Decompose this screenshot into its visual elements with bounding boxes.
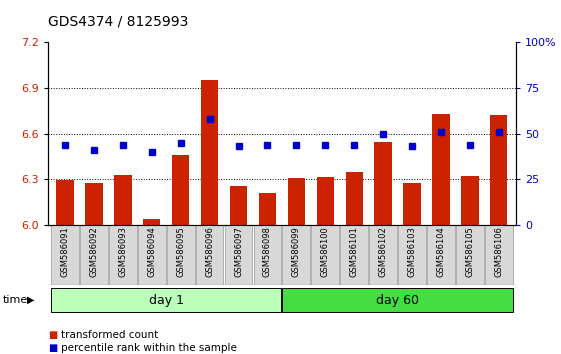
Bar: [346, 172, 363, 225]
Text: GSM586096: GSM586096: [205, 227, 214, 278]
Text: GSM586099: GSM586099: [292, 227, 301, 277]
Text: ■: ■: [48, 343, 57, 353]
Bar: [461, 176, 479, 225]
Bar: [143, 219, 160, 225]
Text: GSM586098: GSM586098: [263, 227, 272, 278]
FancyBboxPatch shape: [224, 225, 252, 285]
Bar: [114, 175, 131, 225]
Text: GSM586105: GSM586105: [466, 227, 475, 277]
Bar: [172, 155, 190, 225]
Text: ▶: ▶: [27, 295, 34, 305]
Bar: [403, 183, 421, 225]
Text: GSM586092: GSM586092: [89, 227, 98, 277]
FancyBboxPatch shape: [282, 288, 513, 312]
FancyBboxPatch shape: [50, 288, 281, 312]
FancyBboxPatch shape: [254, 225, 281, 285]
Text: GSM586100: GSM586100: [321, 227, 330, 277]
Bar: [56, 180, 73, 225]
FancyBboxPatch shape: [167, 225, 195, 285]
Text: GSM586093: GSM586093: [118, 227, 127, 278]
Text: transformed count: transformed count: [61, 330, 158, 339]
FancyBboxPatch shape: [456, 225, 484, 285]
Text: GSM586091: GSM586091: [61, 227, 70, 277]
Text: GSM586103: GSM586103: [407, 227, 416, 278]
Text: GSM586097: GSM586097: [234, 227, 243, 278]
FancyBboxPatch shape: [427, 225, 455, 285]
Bar: [433, 114, 449, 225]
FancyBboxPatch shape: [485, 225, 513, 285]
Text: GSM586106: GSM586106: [494, 227, 503, 278]
FancyBboxPatch shape: [283, 225, 310, 285]
Bar: [201, 80, 218, 225]
Bar: [288, 178, 305, 225]
FancyBboxPatch shape: [138, 225, 165, 285]
FancyBboxPatch shape: [109, 225, 137, 285]
Text: GDS4374 / 8125993: GDS4374 / 8125993: [48, 14, 188, 28]
Text: GSM586104: GSM586104: [436, 227, 445, 277]
Text: ■: ■: [48, 330, 57, 339]
FancyBboxPatch shape: [311, 225, 339, 285]
Bar: [259, 193, 276, 225]
Bar: [316, 177, 334, 225]
FancyBboxPatch shape: [51, 225, 79, 285]
Text: percentile rank within the sample: percentile rank within the sample: [61, 343, 237, 353]
Bar: [230, 186, 247, 225]
Text: GSM586095: GSM586095: [176, 227, 185, 277]
Text: GSM586094: GSM586094: [148, 227, 157, 277]
Text: GSM586102: GSM586102: [379, 227, 388, 277]
Bar: [85, 183, 103, 225]
Text: time: time: [3, 295, 28, 305]
Bar: [490, 115, 508, 225]
FancyBboxPatch shape: [80, 225, 108, 285]
FancyBboxPatch shape: [398, 225, 426, 285]
FancyBboxPatch shape: [341, 225, 368, 285]
FancyBboxPatch shape: [196, 225, 223, 285]
Bar: [374, 142, 392, 225]
Text: GSM586101: GSM586101: [350, 227, 358, 277]
Text: day 1: day 1: [149, 293, 184, 307]
FancyBboxPatch shape: [369, 225, 397, 285]
Text: day 60: day 60: [376, 293, 419, 307]
